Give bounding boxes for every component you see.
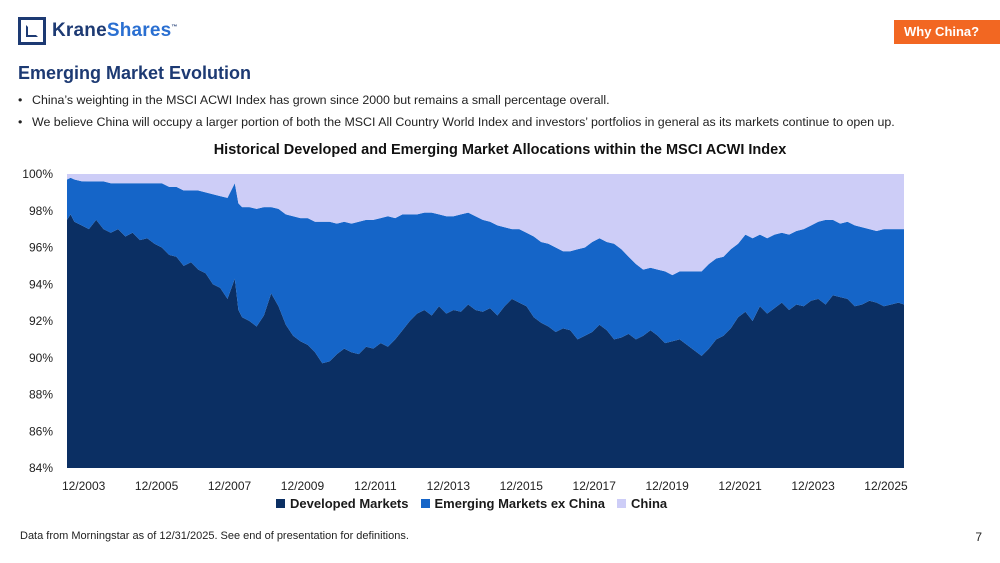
y-tick-label: 88% <box>29 388 53 402</box>
area-china <box>67 174 904 276</box>
x-tick-label: 12/2005 <box>135 479 179 493</box>
footnote: Data from Morningstar as of 12/31/2025. … <box>20 530 409 542</box>
x-tick-label: 12/2023 <box>791 479 835 493</box>
y-tick-label: 98% <box>29 204 53 218</box>
page-number: 7 <box>975 530 982 544</box>
x-tick-label: 12/2025 <box>864 479 908 493</box>
kraneshares-wordmark: KraneShares™ <box>52 20 178 41</box>
x-tick-label: 12/2007 <box>208 479 252 493</box>
y-tick-label: 92% <box>29 314 53 328</box>
chart-title: Historical Developed and Emerging Market… <box>213 142 787 158</box>
legend-label-em-ex-china: Emerging Markets ex China <box>434 496 606 511</box>
legend-label-china: China <box>631 496 668 511</box>
y-tick-label: 96% <box>29 241 53 255</box>
y-tick-label: 86% <box>29 424 53 438</box>
y-tick-label: 84% <box>29 461 53 475</box>
bullet-item-1: China’s weighting in the MSCI ACWI Index… <box>18 92 895 114</box>
bullet-item-2: We believe China will occupy a larger po… <box>18 114 895 136</box>
x-tick-label: 12/2009 <box>281 479 325 493</box>
kraneshares-logo[interactable]: KraneShares™ <box>18 17 178 45</box>
allocation-area-chart: 84% 86% 88% 90% 92% 94% 96% 98% 100% 12/2003 12/20… <box>22 167 908 493</box>
y-tick-label: 90% <box>29 351 53 365</box>
area-developed-markets <box>67 214 904 468</box>
legend-label-developed: Developed Markets <box>290 496 409 511</box>
slide-title: Emerging Market Evolution <box>18 63 252 83</box>
kraneshares-logo-mark <box>18 17 46 45</box>
x-tick-label: 12/2019 <box>645 479 689 493</box>
x-tick-label: 12/2013 <box>427 479 471 493</box>
chart-legend: Developed Markets Emerging Markets ex Ch… <box>276 496 679 511</box>
legend-swatch-em-ex-china <box>420 499 430 508</box>
x-tick-label: 12/2011 <box>354 479 397 493</box>
y-tick-label: 94% <box>29 277 53 291</box>
legend-swatch-developed <box>276 499 285 508</box>
x-tick-label: 12/2015 <box>500 479 544 493</box>
y-tick-label: 100% <box>22 167 53 181</box>
legend-item-china: China <box>617 496 667 511</box>
area-em-ex-china <box>67 177 904 364</box>
legend-item-em-ex-china: Emerging Markets ex China <box>420 496 606 511</box>
x-tick-label: 12/2021 <box>718 479 762 493</box>
bullet-list: China’s weighting in the MSCI ACWI Index… <box>18 92 895 136</box>
legend-item-developed: Developed Markets <box>276 496 409 511</box>
legend-swatch-china <box>617 499 626 508</box>
section-tag: Why China? <box>894 20 1000 44</box>
x-tick-label: 12/2003 <box>62 479 106 493</box>
x-tick-label: 12/2017 <box>573 479 617 493</box>
